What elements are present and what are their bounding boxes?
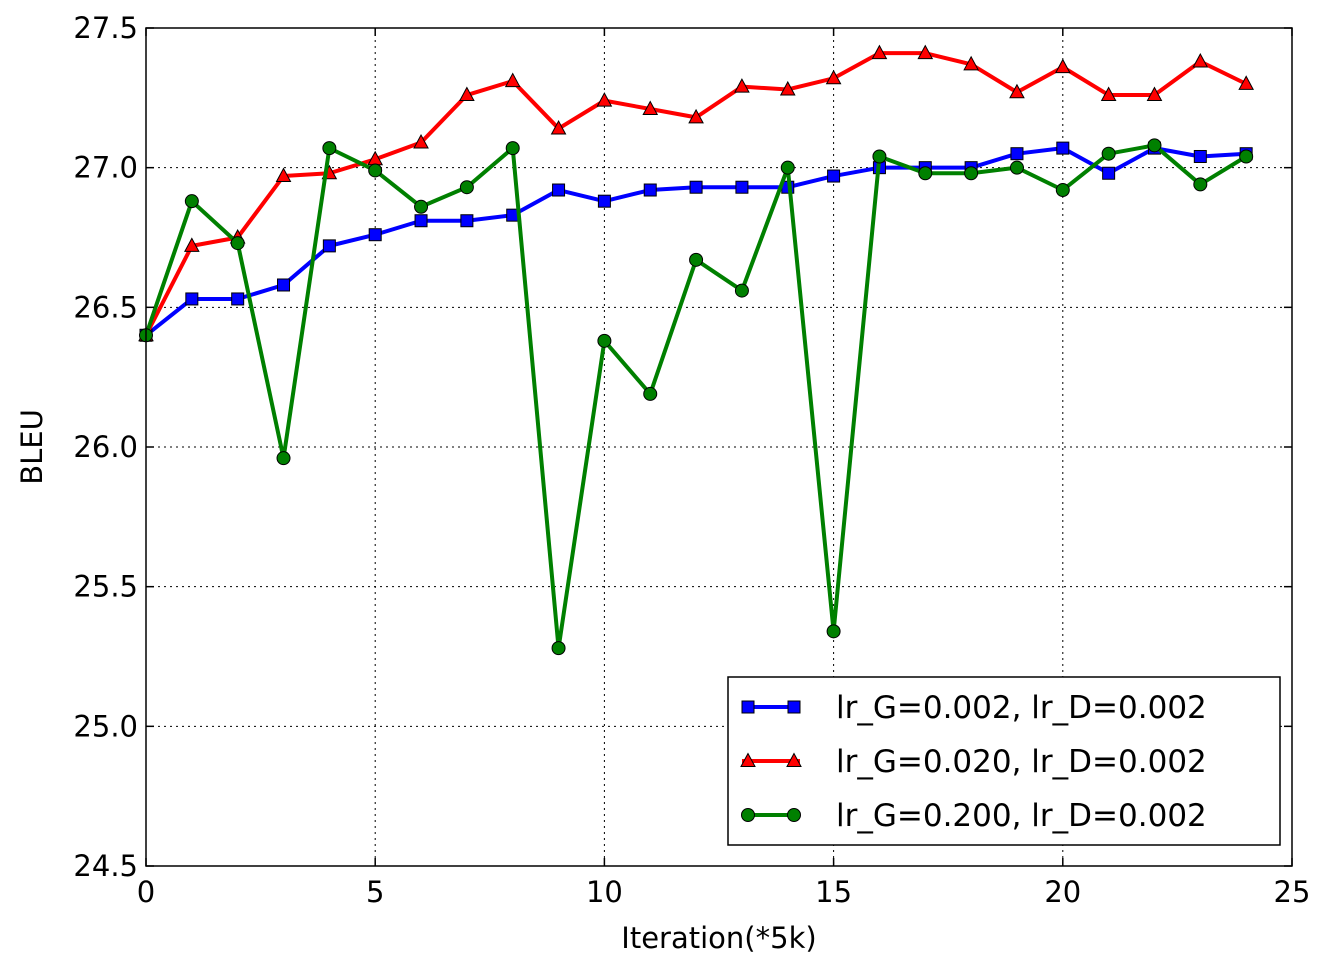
series-3-point — [872, 149, 887, 164]
series-1-point — [231, 292, 245, 306]
series-3-point — [643, 386, 658, 401]
series-1-point — [1056, 141, 1070, 155]
series-2-point — [1054, 58, 1071, 74]
series-1-point — [597, 194, 611, 208]
legend: lr_G=0.002, lr_D=0.002 lr_G=0.020, lr_D=0… — [727, 676, 1281, 846]
series-3-point — [505, 141, 520, 156]
x-tick-label: 10 — [586, 875, 623, 909]
series-2-point — [642, 100, 659, 116]
legend-marker — [786, 752, 802, 767]
x-tick-label: 0 — [137, 875, 155, 909]
x-axis-label: Iteration(*5k) — [621, 921, 816, 955]
series-1-point — [322, 239, 336, 253]
legend-item-1: lr_G=0.002, lr_D=0.002 — [741, 690, 1207, 726]
y-tick-label: 24.5 — [73, 849, 138, 883]
series-2-point — [1146, 86, 1163, 102]
legend-label: lr_G=0.020, lr_D=0.002 — [836, 744, 1207, 780]
series-3-point — [780, 160, 795, 175]
series-3-point — [1239, 149, 1254, 164]
series-2-point — [688, 108, 704, 124]
series-2-point — [917, 44, 934, 60]
legend-marker — [741, 700, 755, 714]
series-2-point — [1009, 83, 1025, 99]
series-1-point — [368, 228, 382, 242]
series-1-point — [827, 169, 841, 183]
series-3-point — [1147, 138, 1162, 153]
series-3-line — [144, 143, 1248, 651]
legend-label: lr_G=0.200, lr_D=0.002 — [836, 798, 1207, 834]
series-2-point — [963, 55, 979, 71]
series-1-point — [1193, 149, 1207, 163]
series-3-point — [551, 641, 566, 656]
series-1-point — [1102, 166, 1116, 180]
series-3-point — [689, 252, 704, 267]
series-3-point — [734, 283, 749, 298]
legend-label: lr_G=0.002, lr_D=0.002 — [836, 690, 1207, 726]
legend-marker — [787, 808, 801, 822]
series-1-point — [277, 278, 291, 292]
x-tick-label: 5 — [366, 875, 384, 909]
series-3-point — [368, 163, 383, 178]
x-tick-label: 25 — [1274, 875, 1311, 909]
series-1-point — [689, 180, 703, 194]
y-axis-label: BLEU — [15, 409, 49, 485]
series-2-point — [734, 78, 750, 93]
series-2-point — [413, 133, 429, 149]
series-1 — [139, 141, 1253, 342]
series-3-point — [230, 236, 245, 251]
legend-box — [727, 676, 1281, 846]
legend-marker — [787, 700, 801, 714]
series-3-point — [1055, 183, 1070, 198]
series-2-point — [275, 167, 292, 183]
series-1-point — [414, 214, 428, 228]
y-tick-label: 25.0 — [73, 709, 138, 743]
series-2-point — [825, 69, 842, 85]
series-1-point — [552, 183, 566, 197]
series-3-point — [826, 624, 841, 639]
series-2-line — [144, 51, 1248, 337]
plot-area — [138, 44, 1254, 656]
series-2 — [138, 44, 1254, 342]
y-tick-label: 25.5 — [73, 570, 138, 604]
series-3-point — [597, 333, 612, 348]
series-3-point — [918, 166, 933, 181]
legend-marker — [741, 808, 755, 822]
series-3-point — [459, 180, 474, 195]
x-tick-label: 20 — [1044, 875, 1081, 909]
series-2-point — [1100, 86, 1117, 102]
series-3-point — [414, 199, 429, 214]
series-1-point — [643, 183, 657, 197]
y-tick-label: 26.0 — [73, 430, 138, 464]
series-2-point — [779, 80, 796, 96]
series-3-point — [1101, 146, 1116, 161]
series-2-point — [184, 237, 200, 252]
series-2-point — [504, 72, 521, 88]
series-3-point — [1193, 177, 1208, 192]
legend-item-3: lr_G=0.200, lr_D=0.002 — [741, 798, 1207, 834]
legend-marker — [740, 752, 756, 767]
y-tick-label: 26.5 — [73, 290, 138, 324]
series-1-point — [1010, 147, 1024, 161]
series-1-point — [185, 292, 199, 306]
series-1-point — [735, 180, 749, 194]
series-1-point — [460, 214, 474, 228]
series-2-point — [459, 86, 475, 102]
series-2-point — [596, 92, 613, 107]
x-tick-label: 15 — [815, 875, 852, 909]
legend-item-2: lr_G=0.020, lr_D=0.002 — [740, 744, 1207, 780]
series-2-point — [550, 120, 567, 135]
series-2-point — [1192, 52, 1209, 68]
y-tick-label: 27.5 — [73, 11, 138, 45]
series-3-point — [1009, 160, 1024, 175]
y-tick-label: 27.0 — [73, 151, 138, 185]
series-3 — [139, 138, 1254, 656]
series-3-point — [964, 166, 979, 181]
series-3-point — [322, 141, 337, 156]
series-3-point — [276, 451, 291, 466]
series-2-point — [1238, 75, 1254, 90]
series-2-point — [871, 44, 888, 60]
axis-ticks: 0 5 10 15 20 25 24.5 25.0 25.5 26.0 26.5 27.0 27.5 — [73, 11, 1310, 909]
series-3-point — [184, 194, 199, 209]
